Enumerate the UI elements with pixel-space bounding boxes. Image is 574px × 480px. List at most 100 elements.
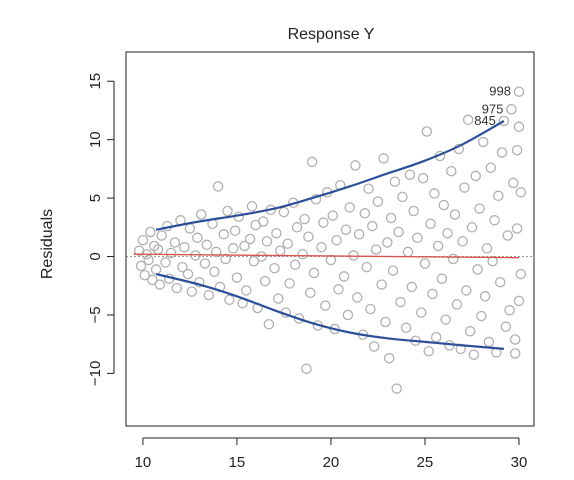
data-point xyxy=(145,226,156,238)
data-point xyxy=(353,229,365,240)
data-point xyxy=(461,285,472,296)
data-point xyxy=(137,234,149,246)
x-tick-label: 30 xyxy=(511,454,528,471)
data-point xyxy=(342,309,354,321)
data-point xyxy=(229,225,241,237)
data-point xyxy=(415,307,427,318)
data-point xyxy=(459,182,470,193)
data-point xyxy=(436,273,448,284)
data-point xyxy=(320,300,331,311)
data-point xyxy=(417,172,429,184)
data-point xyxy=(370,244,382,255)
data-point xyxy=(430,331,442,343)
outlier-label: 975 xyxy=(482,101,504,116)
data-point xyxy=(513,86,525,97)
data-point xyxy=(220,253,231,265)
data-point xyxy=(481,243,493,254)
data-point xyxy=(209,266,220,277)
data-point xyxy=(477,136,489,148)
data-point xyxy=(305,287,316,299)
data-point xyxy=(186,286,198,297)
data-point xyxy=(203,289,214,301)
data-point xyxy=(408,205,419,217)
data-point xyxy=(261,236,273,247)
data-point xyxy=(148,240,160,252)
data-point xyxy=(299,213,310,225)
data-point xyxy=(177,261,188,273)
data-point xyxy=(350,160,361,171)
data-point xyxy=(182,268,194,280)
x-tick-label: 25 xyxy=(417,454,434,471)
data-point xyxy=(395,296,406,308)
data-point xyxy=(380,316,391,328)
data-point xyxy=(511,223,523,234)
data-point xyxy=(412,232,423,244)
data-point xyxy=(308,267,320,279)
data-point xyxy=(494,276,506,288)
data-point xyxy=(194,276,205,288)
data-point xyxy=(263,319,275,330)
data-point xyxy=(338,271,350,282)
data-point xyxy=(258,216,269,227)
data-point xyxy=(359,208,371,219)
data-point xyxy=(402,246,414,258)
data-point xyxy=(246,201,258,212)
data-point xyxy=(156,230,167,241)
data-point xyxy=(438,199,450,211)
data-point xyxy=(150,264,162,275)
data-point xyxy=(224,294,235,306)
data-point xyxy=(278,206,290,218)
data-point xyxy=(498,115,510,127)
data-point xyxy=(513,121,525,133)
data-point xyxy=(352,292,363,303)
data-point xyxy=(154,279,166,290)
data-point xyxy=(365,303,376,315)
data-point xyxy=(316,241,327,253)
data-point xyxy=(284,278,295,289)
data-point xyxy=(464,326,476,337)
data-point xyxy=(391,383,402,394)
data-point xyxy=(466,222,478,233)
data-point xyxy=(502,230,513,241)
data-point xyxy=(425,218,436,230)
data-point xyxy=(472,264,483,275)
data-point xyxy=(500,321,512,332)
data-point xyxy=(427,288,438,300)
data-point xyxy=(470,170,481,182)
data-point xyxy=(212,181,224,192)
data-point xyxy=(331,234,342,246)
data-point xyxy=(184,223,196,234)
data-point xyxy=(404,169,416,180)
data-point xyxy=(515,187,527,198)
upper-envelope-line xyxy=(155,120,505,231)
data-point xyxy=(139,269,151,281)
data-point xyxy=(271,227,282,239)
data-point xyxy=(303,231,314,242)
y-tick-label: 5 xyxy=(87,194,104,202)
data-point xyxy=(508,177,519,189)
chart-title: Response Y xyxy=(288,26,375,43)
data-point xyxy=(227,243,239,254)
data-point xyxy=(289,259,301,270)
data-point xyxy=(393,226,404,238)
data-point xyxy=(273,293,284,304)
data-point xyxy=(218,229,230,240)
data-point xyxy=(382,237,393,248)
plot-frame xyxy=(125,51,535,427)
data-point xyxy=(485,162,497,173)
data-point xyxy=(231,272,243,283)
data-point xyxy=(446,165,457,177)
data-point xyxy=(256,251,267,262)
data-point xyxy=(327,210,339,221)
data-point xyxy=(143,254,154,266)
data-point xyxy=(301,363,312,374)
y-axis-title: Residuals xyxy=(39,209,56,279)
data-point xyxy=(387,265,399,276)
x-tick-label: 10 xyxy=(135,454,152,471)
data-point xyxy=(496,147,508,158)
data-point xyxy=(171,282,183,294)
data-point xyxy=(244,233,256,245)
data-point xyxy=(344,202,355,213)
data-point xyxy=(509,334,521,345)
data-point xyxy=(306,156,318,168)
